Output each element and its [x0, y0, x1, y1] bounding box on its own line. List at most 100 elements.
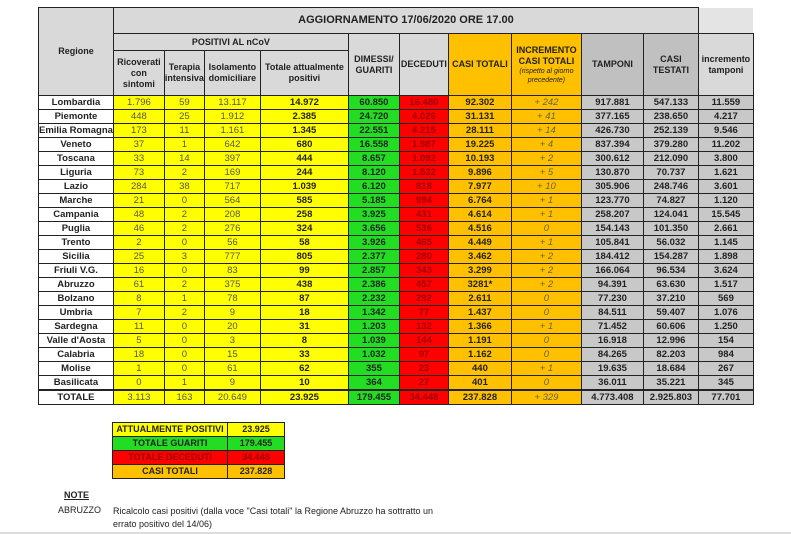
note-heading: NOTE: [64, 490, 90, 500]
cell-terapia: 0: [163, 235, 205, 250]
cell-incremento-tamponi: 1.621: [697, 165, 754, 180]
cell-totale-positivi: 31: [259, 319, 349, 334]
cell-casi-totali: 28.111: [447, 123, 512, 138]
cell-ricoverati: 48: [112, 207, 165, 222]
cell-casi-testati: 101.350: [642, 221, 699, 236]
cell-casi-totali: 3281*: [447, 277, 512, 292]
cell-casi-testati: 74.827: [642, 193, 699, 208]
cell-ricoverati: 46: [112, 221, 165, 236]
cell-casi-totali: 4.614: [447, 207, 512, 222]
cell-incremento: + 242: [510, 95, 582, 110]
cell-guariti: 2.232: [347, 291, 400, 306]
cell-casi-testati: 70.737: [642, 165, 699, 180]
cell-regione: Sardegna: [38, 319, 114, 334]
cell-incremento-tamponi: 267: [697, 361, 754, 376]
cell-guariti: 179.455: [347, 389, 400, 405]
cell-terapia: 11: [163, 123, 205, 138]
cell-ricoverati: 0: [112, 375, 165, 391]
cell-tamponi: 84.511: [580, 305, 644, 320]
header-deceduti: DECEDUTI: [398, 33, 449, 96]
cell-isolamento: 20.649: [203, 389, 261, 405]
cell-totale-positivi: 8: [259, 333, 349, 348]
cell-tamponi: 258.207: [580, 207, 644, 222]
summary-label: ATTUALMENTE POSITIVI: [112, 422, 228, 437]
cell-casi-totali: 4.516: [447, 221, 512, 236]
cell-isolamento: 56: [203, 235, 261, 250]
cell-regione: Trento: [38, 235, 114, 250]
cell-isolamento: 83: [203, 263, 261, 278]
table-row: Abruzzo 61 2 375 438 2.386 457 3281* + 2 94.391 63…: [38, 277, 754, 292]
cell-casi-totali: 237.828: [447, 389, 512, 405]
cell-incremento-tamponi: 4.217: [697, 109, 754, 124]
cell-deceduti: 1.532: [398, 165, 449, 180]
cell-terapia: 0: [163, 347, 205, 362]
cell-ricoverati: 3.113: [112, 389, 165, 405]
cell-deceduti: 343: [398, 263, 449, 278]
cell-ricoverati: 448: [112, 109, 165, 124]
table-body: Lombardia 1.796 59 13.117 14.972 60.850 16.480…: [38, 95, 754, 405]
cell-casi-testati: 35.221: [642, 375, 699, 391]
header-regione: Regione: [38, 7, 114, 96]
cell-incremento-tamponi: 9.546: [697, 123, 754, 138]
cell-isolamento: 375: [203, 277, 261, 292]
cell-casi-testati: 154.287: [642, 249, 699, 264]
cell-incremento-tamponi: 2.661: [697, 221, 754, 236]
cell-ricoverati: 33: [112, 151, 165, 166]
cell-regione: Bolzano: [38, 291, 114, 306]
cell-deceduti: 144: [398, 333, 449, 348]
header-incremento-tamponi: incremento tamponi: [697, 33, 754, 96]
cell-regione: TOTALE: [38, 389, 114, 405]
cell-incremento: 0: [510, 333, 582, 348]
cell-guariti: 2.377: [347, 249, 400, 264]
cell-casi-totali: 4.449: [447, 235, 512, 250]
cell-guariti: 355: [347, 361, 400, 376]
table-row: Veneto 37 1 642 680 16.558 1.987 19.225 + 4 837.3…: [38, 137, 754, 152]
cell-casi-totali: 1.162: [447, 347, 512, 362]
summary-row: TOTALE GUARITI 179.455: [112, 436, 285, 451]
cell-incremento-tamponi: 569: [697, 291, 754, 306]
table-row: Marche 21 0 564 585 5.185 994 6.764 + 1 123.770 74…: [38, 193, 754, 208]
cell-terapia: 2: [163, 305, 205, 320]
cell-terapia: 0: [163, 361, 205, 376]
table-row: Sicilia 25 3 777 805 2.377 280 3.462 + 2 184.412 1…: [38, 249, 754, 264]
cell-casi-totali: 1.191: [447, 333, 512, 348]
header-tamponi: TAMPONI: [580, 33, 644, 96]
cell-incremento-tamponi: 1.250: [697, 319, 754, 334]
summary-value: 34.448: [227, 450, 285, 465]
note-text: Ricalcolo casi positivi (dalla voce "Cas…: [113, 506, 434, 529]
cell-incremento-tamponi: 1.076: [697, 305, 754, 320]
cell-guariti: 2.386: [347, 277, 400, 292]
cell-regione: Puglia: [38, 221, 114, 236]
cell-totale-positivi: 324: [259, 221, 349, 236]
cell-incremento: + 2: [510, 263, 582, 278]
cell-terapia: 25: [163, 109, 205, 124]
cell-deceduti: 994: [398, 193, 449, 208]
cell-incremento-tamponi: 1.145: [697, 235, 754, 250]
cell-guariti: 24.720: [347, 109, 400, 124]
table-row: Lombardia 1.796 59 13.117 14.972 60.850 16.480…: [38, 95, 754, 110]
cell-regione: Molise: [38, 361, 114, 376]
summary-value: 23.925: [227, 422, 285, 437]
cell-casi-totali: 9.896: [447, 165, 512, 180]
header-casi-totali: CASI TOTALI: [447, 33, 512, 96]
cell-ricoverati: 5: [112, 333, 165, 348]
cell-casi-testati: 212.090: [642, 151, 699, 166]
cell-incremento-tamponi: 15.545: [697, 207, 754, 222]
cell-incremento: + 5: [510, 165, 582, 180]
cell-tamponi: 917.881: [580, 95, 644, 110]
cell-ricoverati: 8: [112, 291, 165, 306]
cell-incremento-tamponi: 77.701: [697, 389, 754, 405]
table-row: Bolzano 8 1 78 87 2.232 292 2.611 0 77.230 37.210 5…: [38, 291, 754, 306]
header-incremento-label: INCREMENTO CASI TOTALI: [516, 44, 577, 66]
cell-casi-testati: 59.407: [642, 305, 699, 320]
cell-guariti: 3.925: [347, 207, 400, 222]
summary-label: CASI TOTALI: [112, 464, 228, 479]
cell-tamponi: 16.918: [580, 333, 644, 348]
cell-tamponi: 166.064: [580, 263, 644, 278]
summary-value: 179.455: [227, 436, 285, 451]
cell-terapia: 1: [163, 291, 205, 306]
cell-tamponi: 130.870: [580, 165, 644, 180]
cell-incremento: 0: [510, 347, 582, 362]
cell-deceduti: 818: [398, 179, 449, 194]
cell-incremento: + 14: [510, 123, 582, 138]
